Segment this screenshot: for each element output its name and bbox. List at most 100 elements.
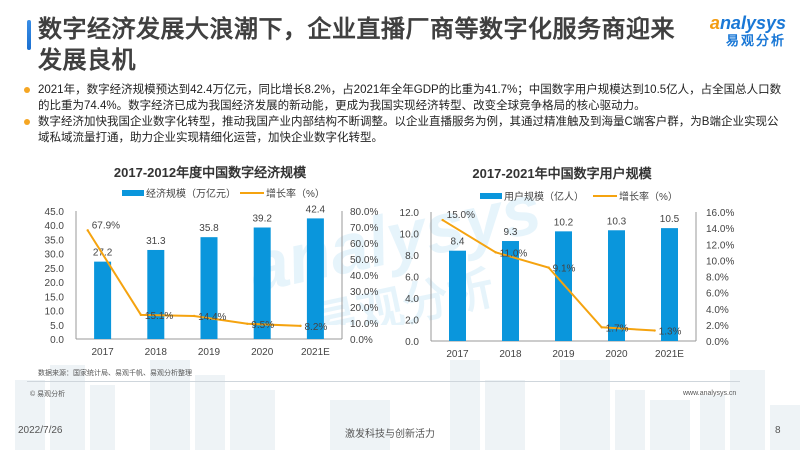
legend-label: 用户规模（亿人） [504,190,584,203]
y2-tick-label: 0.0% [706,337,729,348]
digital-economy-chart: 2017-2012年度中国数字经济规模 经济规模（万亿元） 增长率（%） 0.0 5.… [30,155,390,360]
y-tick-label: 10.0 [400,230,419,241]
x-tick-label: 2021E [655,349,684,360]
bar-value-label: 42.4 [306,204,326,215]
line-point [246,322,249,325]
logo-initial: a [709,13,720,33]
y2-tick-label: 50.0% [350,255,378,266]
bar [555,231,572,341]
line-value-label: 15.1% [145,311,173,322]
digital-users-chart: 2017-2021年中国数字用户规模 用户规模（亿人） 增长率（%） 0.0 2.0 4… [400,155,780,360]
x-tick-label: 2017 [91,347,114,358]
line-point [192,314,196,318]
line-value-label: 1.3% [659,327,682,338]
logo-en-text: nalysys [719,13,786,33]
chart-title: 2017-2021年中国数字用户规模 [472,166,652,181]
x-tick-label: 2018 [145,347,168,358]
line-value-label: 9.1% [553,264,576,275]
bar-value-label: 35.8 [199,223,219,234]
y2-tick-label: 2.0% [706,321,729,332]
bar-value-label: 8.4 [451,237,465,248]
bullet-text: 数字经济加快我国企业数字化转型，推动我国产业内部结构不断调整。以企业直播服务为例… [38,116,779,144]
bullet-item: 数字经济加快我国企业数字化转型，推动我国产业内部结构不断调整。以企业直播服务为例… [22,114,782,146]
y2-tick-label: 4.0% [706,305,729,316]
bar [608,230,625,341]
y-tick-label: 2.0 [405,316,419,327]
footer-divider [340,381,740,382]
date: 2022/7/26 [18,425,63,436]
y2-tick-label: 0.0% [350,335,373,346]
bar [253,227,271,339]
bar [661,228,678,341]
chart-title: 2017-2012年度中国数字经济规模 [113,165,307,180]
bar-value-label: 10.5 [660,214,680,225]
title-accent-bar [27,20,31,50]
bullet-dot-icon [24,119,30,125]
line-point [653,329,656,332]
y2-tick-label: 16.0% [706,208,734,219]
bar-value-label: 9.3 [504,227,518,238]
x-tick-label: 2017 [446,349,469,360]
line-value-label: 11.0% [500,248,528,259]
bar-value-label: 10.3 [607,216,627,227]
y-tick-label: 15.0 [45,292,65,303]
line-value-label: 8.2% [305,322,328,333]
y2-tick-label: 20.0% [350,303,378,314]
line-point [86,229,89,232]
website-link[interactable]: www.analysys.cn [683,390,737,397]
line-point [547,266,550,269]
y2-tick-label: 70.0% [350,223,378,234]
y-tick-label: 0.0 [405,337,419,348]
bar-value-label: 39.2 [252,213,272,224]
legend-bar-swatch [480,193,502,199]
y2-tick-label: 80.0% [350,207,378,218]
copyright: © 易观分析 [30,391,66,398]
legend-label: 增长率（%） [619,190,678,203]
bar [502,241,519,341]
y-tick-label: 20.0 [45,278,65,289]
y2-tick-label: 6.0% [706,289,729,300]
data-source: 数据来源：国家统计局、易观千帆、易观分析整理 [38,370,192,377]
y-tick-label: 5.0 [50,321,64,332]
bar [147,249,165,339]
summary-bullets: 2021年，数字经济规模预达到42.4万亿元，同比增长8.2%，占2021年全年… [22,82,782,146]
legend-label: 增长率（%） [266,187,325,200]
line-value-label: 14.4% [198,312,226,323]
x-tick-label: 2019 [552,349,575,360]
line-point [494,251,497,254]
y2-tick-label: 10.0% [350,319,378,330]
line-point [600,326,603,329]
y-tick-label: 10.0 [45,307,65,318]
y2-tick-label: 60.0% [350,239,378,250]
analysys-logo: analysys 易观分析 [706,14,786,50]
y2-tick-label: 8.0% [706,273,729,284]
line-point [299,324,302,328]
line-value-label: 9.5% [251,320,274,331]
line-point [441,218,444,222]
bar [306,218,324,339]
page-number: 8 [775,425,781,436]
y-tick-label: 25.0 [45,264,65,275]
x-tick-label: 2018 [499,349,522,360]
chart-svg: 经济规模（万亿元） 增长率（%） 0.0 5.0 10.0 15.0 20.0 25.0 30.… [45,187,379,358]
y-tick-label: 40.0 [45,221,65,232]
x-tick-label: 2020 [251,347,274,358]
y-tick-label: 8.0 [405,251,419,262]
y-tick-label: 6.0 [405,273,419,284]
bullet-text: 2021年，数字经济规模预达到42.4万亿元，同比增长8.2%，占2021年全年… [38,84,782,112]
y-tick-label: 4.0 [405,294,419,305]
y-tick-label: 45.0 [45,207,65,218]
city-skyline-background [15,360,800,450]
line-point [139,313,143,317]
x-tick-label: 2020 [605,349,628,360]
bar [200,237,218,339]
footer-divider [27,381,340,382]
bar-value-label: 10.2 [554,217,574,228]
y2-tick-label: 30.0% [350,287,378,298]
bar [449,250,466,341]
y-tick-label: 35.0 [45,235,65,246]
line-value-label: 1.7% [606,323,629,334]
page-title: 数字经济发展大浪潮下，企业直播厂商等数字化服务商迎来发展良机 [38,16,675,74]
logo-cn-text: 易观分析 [725,33,786,48]
slogan: 激发科技与创新活力 [345,429,435,440]
